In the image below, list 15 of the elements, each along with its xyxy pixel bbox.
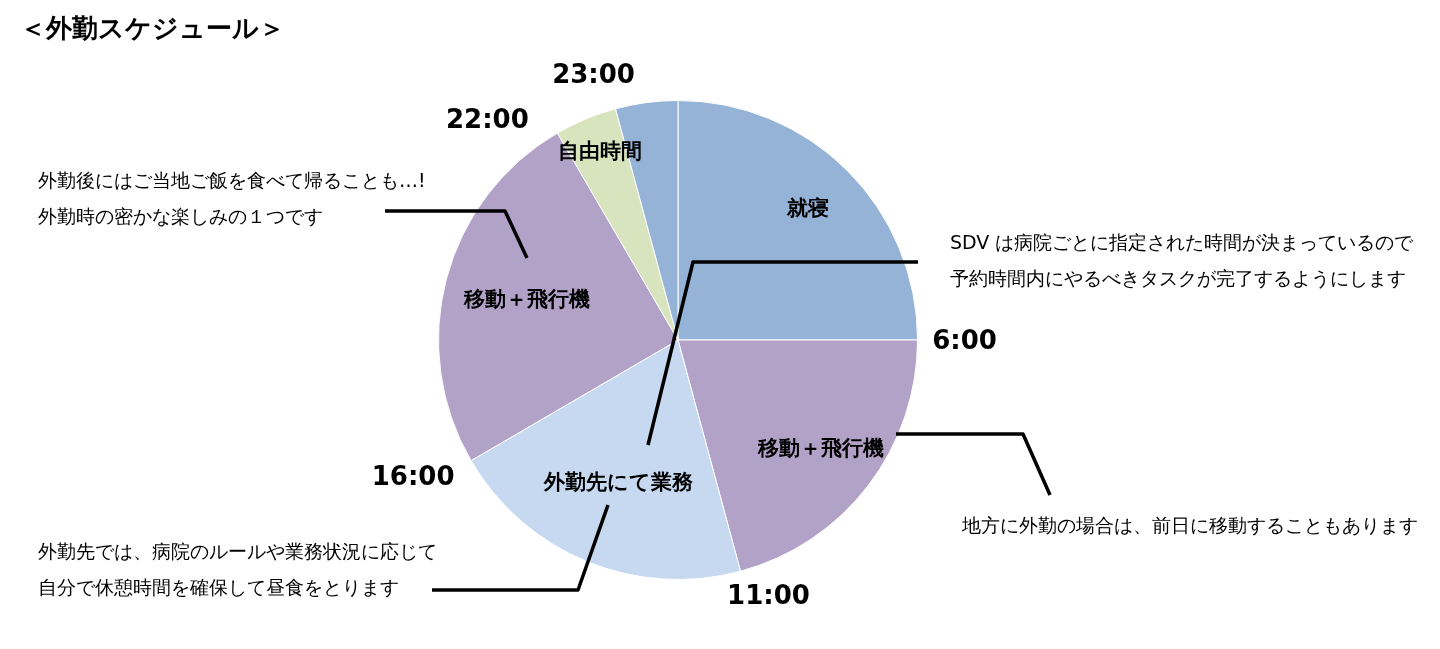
text: 23:00: [552, 58, 635, 89]
slice-label: 外勤先にて業務: [543, 470, 694, 495]
text: 外勤後にはご当地ご飯を食べて帰ることも…!外勤時の密かな楽しみの１つです: [38, 168, 426, 227]
slice-label: 就寝: [786, 196, 830, 221]
text: 11:00: [727, 579, 810, 610]
slice-label: 移動＋飛行機: [756, 435, 884, 460]
text: ＜外勤スケジュール＞: [20, 12, 285, 43]
slice-label: 移動＋飛行機: [463, 286, 591, 311]
text: 16:00: [371, 461, 455, 492]
text: 地方に外勤の場合は、前日に移動することもあります: [961, 513, 1418, 536]
text: 22:00: [446, 103, 529, 134]
text: SDV は病院ごとに指定された時間が決まっているので予約時間内にやるべきタスクが完了するようにします: [950, 230, 1415, 289]
text: 外勤先では、病院のルールや業務状況に応じて自分で休憩時間を確保して昼食をとります: [38, 539, 437, 598]
text: 6:00: [932, 324, 997, 355]
slice-label: 自由時間: [557, 138, 642, 163]
